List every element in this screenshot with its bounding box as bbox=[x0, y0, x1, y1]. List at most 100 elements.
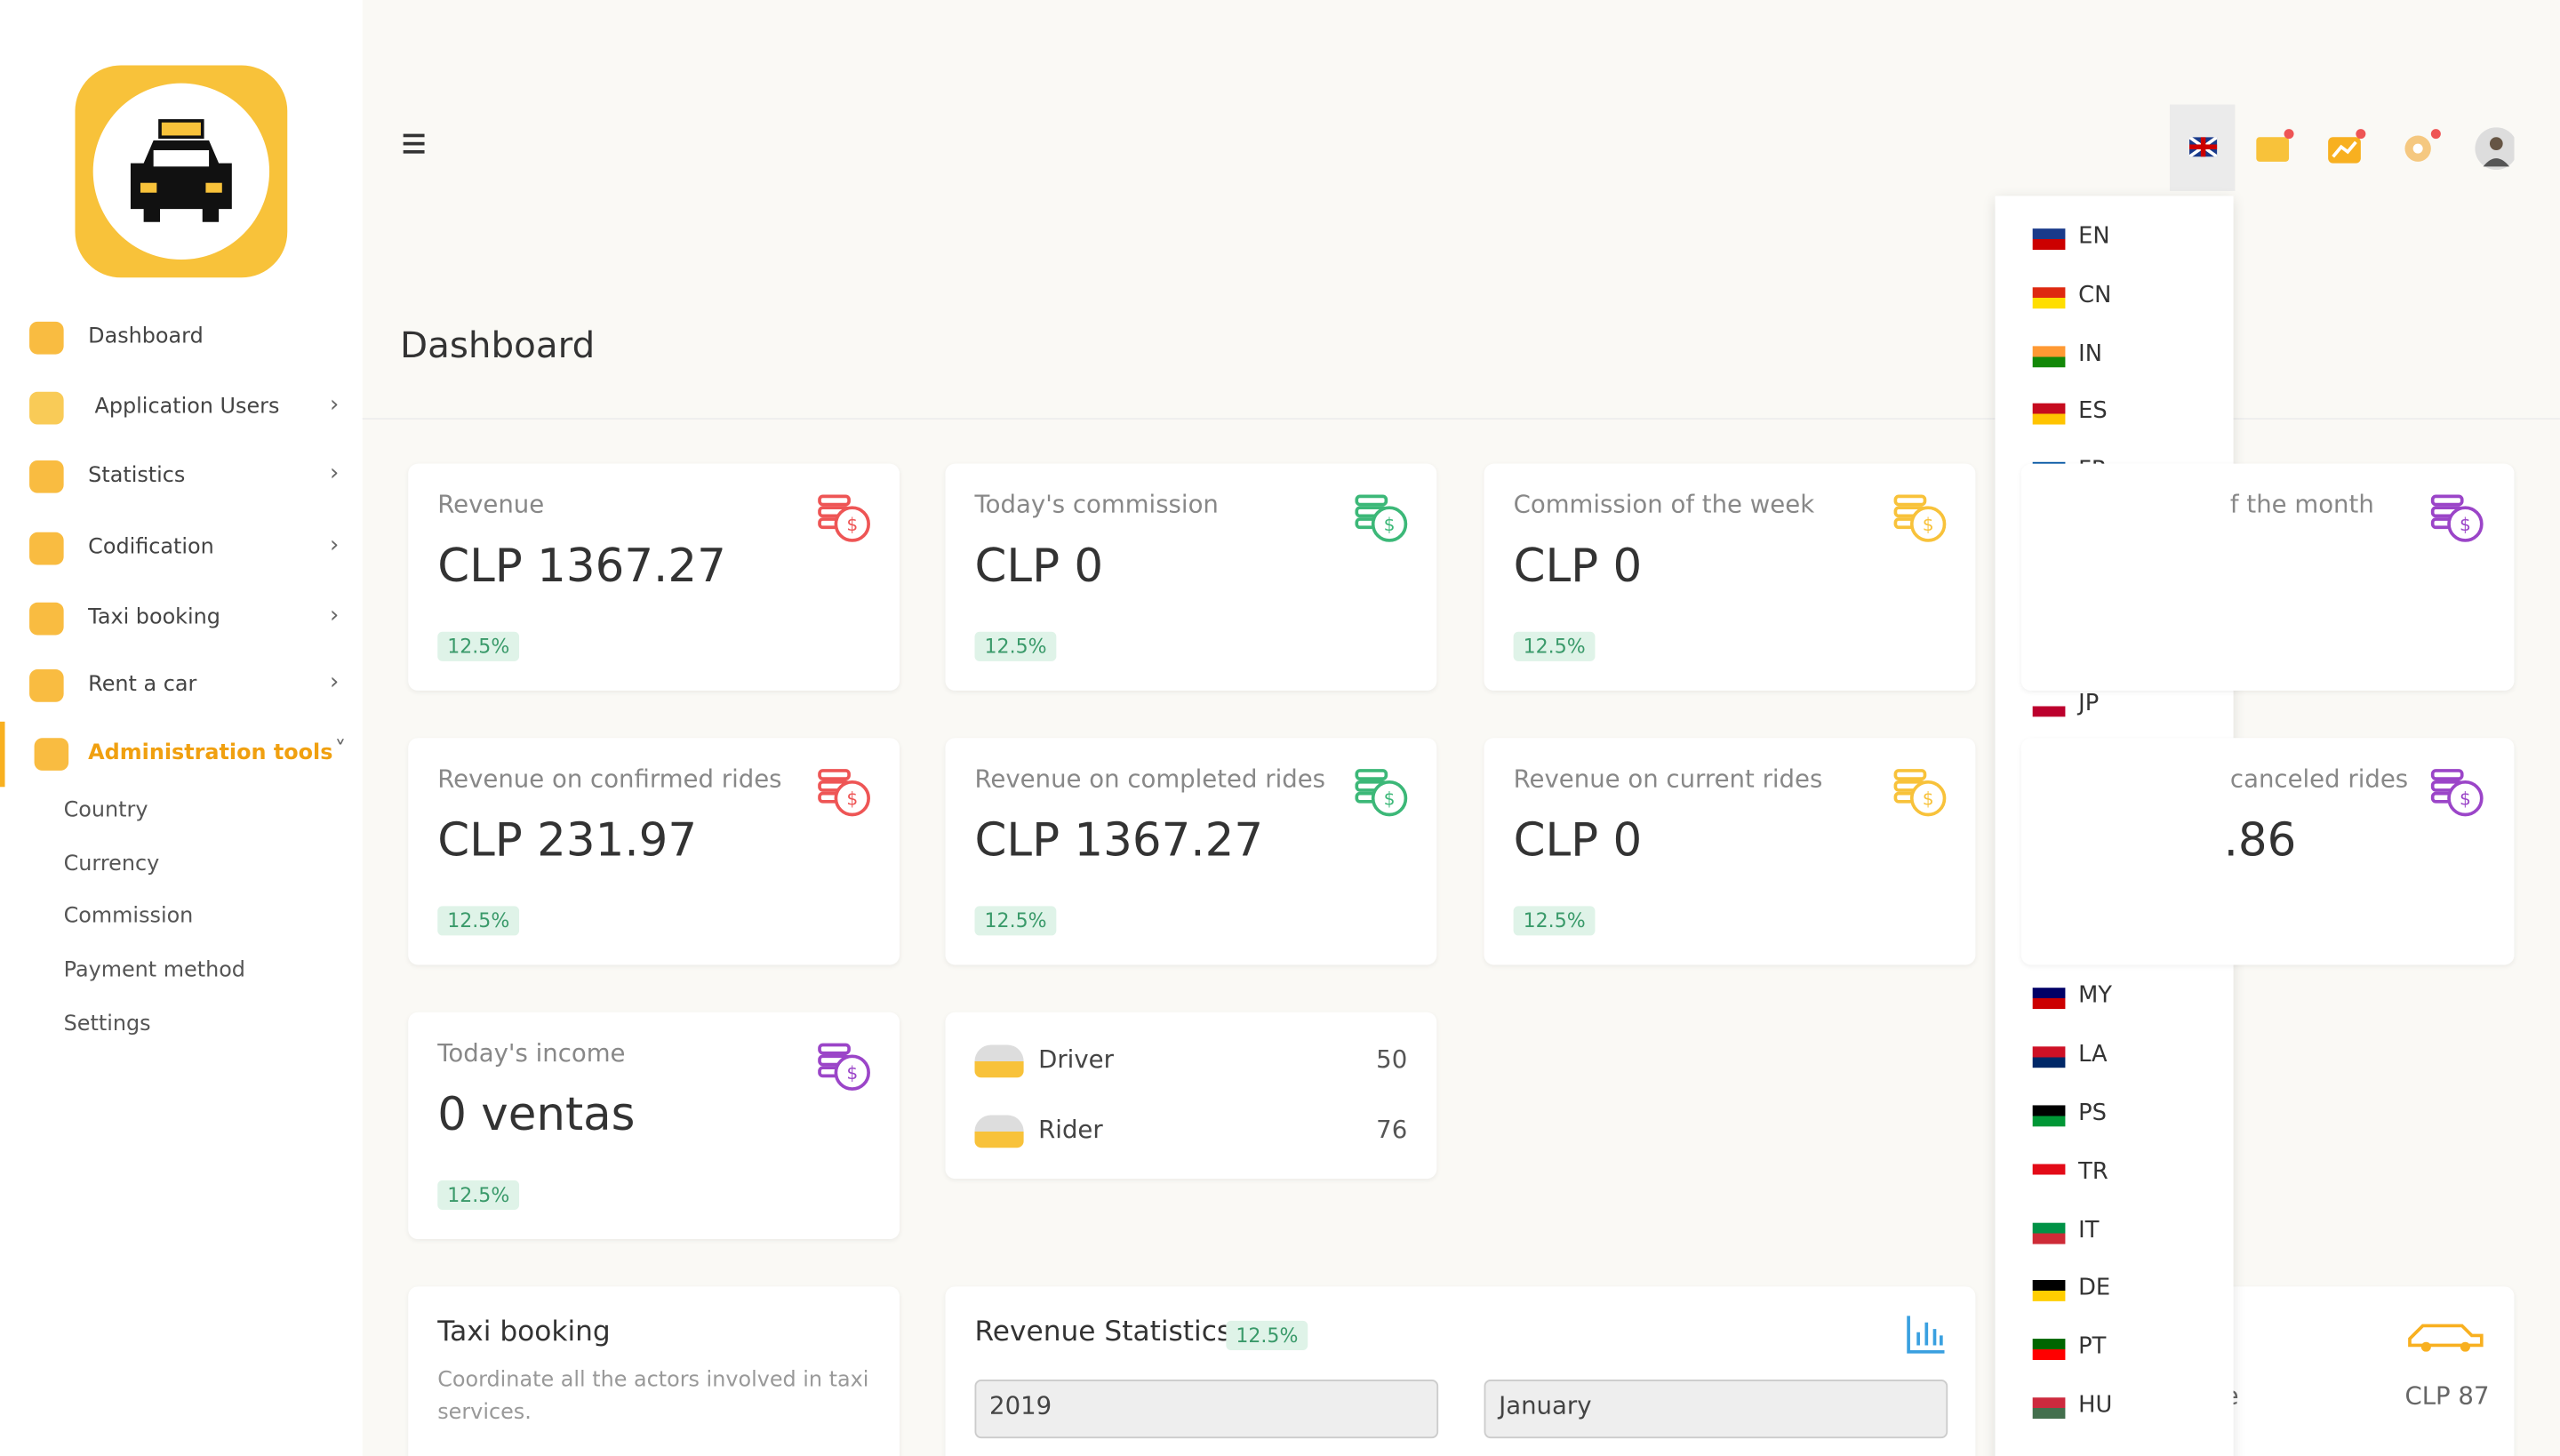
menu-icon bbox=[29, 532, 64, 565]
language-option[interactable]: PT bbox=[1995, 1328, 2233, 1371]
count-label: Rider bbox=[1038, 1115, 1103, 1145]
flag bbox=[2032, 345, 2066, 367]
card-label: Revenue bbox=[437, 490, 545, 520]
chevron: › bbox=[330, 532, 340, 559]
language-option[interactable]: ES bbox=[1995, 393, 2233, 436]
svg-text:$: $ bbox=[1384, 514, 1396, 535]
submenu-item[interactable]: Payment method bbox=[63, 958, 245, 983]
card-label: Commission of the week bbox=[1513, 490, 1815, 520]
language-option[interactable]: PS bbox=[1995, 1094, 2233, 1137]
flag bbox=[2032, 988, 2066, 1010]
badge: 12.5% bbox=[437, 906, 520, 936]
badge: 12.5% bbox=[1226, 1320, 1308, 1350]
count-value: 50 bbox=[1376, 1044, 1408, 1075]
chevron: ˅ bbox=[334, 738, 347, 764]
menu-icon bbox=[34, 738, 69, 771]
chevron: › bbox=[330, 669, 340, 696]
year-select[interactable]: 2019 bbox=[974, 1380, 1439, 1439]
coin-icon: $ bbox=[1355, 494, 1408, 542]
svg-text:$: $ bbox=[846, 514, 858, 535]
card-label: Revenue on current rides bbox=[1513, 764, 1823, 794]
svg-text:$: $ bbox=[2460, 788, 2471, 809]
language-option[interactable]: CN bbox=[1995, 276, 2233, 318]
language-option[interactable]: IT bbox=[1995, 1211, 2233, 1253]
header-icons[interactable] bbox=[2253, 127, 2515, 172]
badge: 12.5% bbox=[974, 631, 1057, 661]
stat-card: $ Revenue CLP 1367.27 12.5% bbox=[408, 463, 900, 691]
menu-item[interactable]: Dashboard bbox=[0, 305, 363, 370]
taxi-booking-card: Taxi booking Coordinate all the actors i… bbox=[408, 1286, 900, 1456]
card-value: CLP 1367.27 bbox=[974, 812, 1264, 868]
badge-wrap: 12.5% bbox=[437, 1177, 520, 1210]
stat-card: $ Revenue on completed rides CLP 1367.27 12… bbox=[945, 738, 1437, 965]
chart-icon bbox=[1907, 1316, 1945, 1354]
language-code: LA bbox=[2078, 1042, 2108, 1068]
stat-card: $ Today's income 0 ventas 12.5% bbox=[408, 1012, 900, 1240]
language-option[interactable]: IN bbox=[1995, 334, 2233, 377]
language-option[interactable]: MY bbox=[1995, 977, 2233, 1020]
flag bbox=[2032, 696, 2066, 718]
language-option[interactable]: DE bbox=[1995, 1269, 2233, 1312]
menu-item[interactable]: Codification › bbox=[0, 516, 363, 580]
flag bbox=[2032, 1280, 2066, 1302]
submenu-item[interactable]: Currency bbox=[63, 852, 160, 876]
menu-item[interactable]: Application Users › bbox=[0, 375, 363, 440]
language-code: DE bbox=[2078, 1276, 2111, 1302]
badge-wrap: 12.5% bbox=[974, 903, 1057, 936]
submenu-item[interactable]: Country bbox=[63, 798, 148, 823]
user-counts-card: Driver 50 Rider 76 bbox=[945, 1012, 1437, 1180]
coin-icon: $ bbox=[818, 769, 870, 817]
flag bbox=[2032, 286, 2066, 308]
card-title: Revenue Statistics bbox=[974, 1316, 1232, 1349]
stat-card: $ f the month bbox=[2020, 463, 2515, 691]
language-option[interactable]: LA bbox=[1995, 1036, 2233, 1078]
language-code: ES bbox=[2078, 398, 2108, 426]
language-option[interactable]: HU bbox=[1995, 1386, 2233, 1428]
language-code: PS bbox=[2078, 1100, 2107, 1127]
menu-item[interactable]: Administration tools ˅ bbox=[0, 721, 363, 788]
month-select[interactable]: January bbox=[1484, 1380, 1948, 1439]
badge-wrap: 12.5% bbox=[437, 903, 520, 936]
svg-text:$: $ bbox=[846, 788, 858, 809]
language-code: PT bbox=[2078, 1333, 2107, 1361]
language-option[interactable]: EN bbox=[1995, 217, 2233, 260]
svg-text:$: $ bbox=[1384, 788, 1396, 809]
menu-toggle[interactable] bbox=[403, 133, 425, 154]
menu-item[interactable]: Rent a car › bbox=[0, 653, 363, 718]
stat-card: $ canceled rides .86 bbox=[2020, 738, 2515, 965]
menu-label: Administration tools bbox=[88, 740, 333, 766]
language-option[interactable]: TR bbox=[1995, 1152, 2233, 1195]
menu-item[interactable]: Taxi booking › bbox=[0, 586, 363, 651]
chevron: › bbox=[330, 460, 340, 487]
coin-icon: $ bbox=[1893, 769, 1947, 817]
badge: 12.5% bbox=[974, 906, 1057, 936]
divider bbox=[362, 418, 2560, 420]
submenu-item[interactable]: Commission bbox=[63, 905, 194, 930]
card-value: CLP 0 bbox=[974, 539, 1104, 593]
menu-item[interactable]: Statistics › bbox=[0, 444, 363, 509]
svg-text:$: $ bbox=[2460, 514, 2471, 535]
sidebar: Dashboard Application Users › Statistics › Co… bbox=[0, 0, 363, 1456]
badge: 12.5% bbox=[437, 631, 520, 661]
badge: 12.5% bbox=[437, 1180, 520, 1210]
language-code: TR bbox=[2078, 1158, 2108, 1186]
menu-icon bbox=[29, 669, 64, 702]
flag bbox=[2032, 1046, 2066, 1068]
flag bbox=[2032, 1397, 2066, 1420]
page-title: Dashboard bbox=[399, 326, 596, 368]
coin-icon: $ bbox=[2430, 494, 2484, 542]
language-code: HU bbox=[2078, 1392, 2113, 1420]
language-option[interactable]: JP bbox=[1995, 684, 2233, 727]
svg-text:$: $ bbox=[1923, 788, 1934, 809]
card-value: 0 ventas bbox=[437, 1087, 636, 1141]
count-label: Driver bbox=[1038, 1044, 1114, 1075]
submenu-item[interactable]: Settings bbox=[63, 1012, 151, 1036]
user-icon bbox=[974, 1044, 1024, 1078]
card-value: CLP 0 bbox=[1513, 812, 1643, 868]
language-button[interactable] bbox=[2169, 104, 2236, 191]
flag bbox=[2032, 1221, 2066, 1244]
flag bbox=[2032, 228, 2066, 251]
card-label: Revenue on completed rides bbox=[974, 764, 1326, 794]
menu-label: Dashboard bbox=[88, 324, 204, 350]
